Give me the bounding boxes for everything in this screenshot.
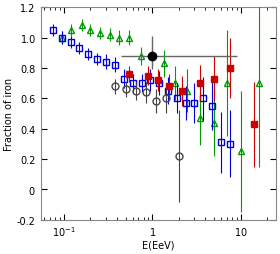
Y-axis label: Fraction of iron: Fraction of iron (4, 78, 14, 150)
X-axis label: E(EeV): E(EeV) (142, 240, 174, 250)
